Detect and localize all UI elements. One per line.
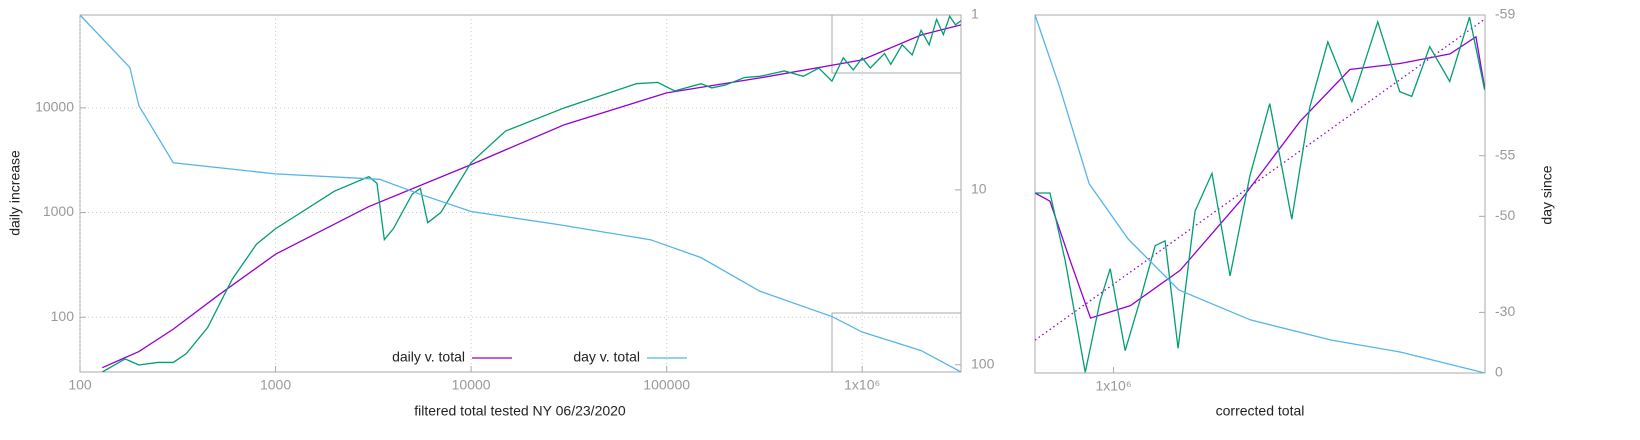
y2-tick-label: 0	[1495, 364, 1503, 380]
plot-area	[1035, 15, 1485, 373]
x-tick-label: 100000	[643, 377, 690, 393]
y2-tick-label: -59	[1495, 6, 1515, 22]
x-tick-label: 10000	[452, 377, 491, 393]
legend-label: daily v. total	[392, 349, 465, 365]
series-line	[102, 24, 961, 369]
x-tick-label: 1x10⁶	[844, 377, 880, 393]
y2-tick-label: -30	[1495, 303, 1515, 319]
y2-tick-label: 10	[971, 181, 987, 197]
series-line	[1035, 35, 1485, 319]
y2-axis-title: day since	[1539, 165, 1555, 224]
x-tick-label: 1x10⁶	[1095, 378, 1131, 394]
panel-zoom: corrected total day since 1x10⁶ -59 -55 -50…	[1034, 6, 1555, 419]
plot-frame	[79, 14, 962, 373]
x-axis-title: filtered total tested NY 06/23/2020	[414, 403, 626, 419]
plot-area	[80, 15, 961, 372]
x-axis-title: corrected total	[1216, 403, 1305, 419]
legend-label: day v. total	[573, 349, 640, 365]
x-tick-label: 1000	[260, 377, 291, 393]
series-line	[1035, 15, 1485, 373]
panel-main: filtered total tested NY 06/23/2020 dail…	[7, 6, 995, 419]
series-line	[1035, 16, 1485, 373]
x-tick-label: 100	[68, 377, 92, 393]
plot-frame	[1034, 14, 1486, 374]
y2-tick-label: 100	[971, 355, 995, 371]
y2-tick-label: -55	[1495, 146, 1515, 162]
y-tick-label: 100	[51, 308, 75, 324]
y2-tick-label: -50	[1495, 207, 1515, 223]
series-line	[101, 15, 961, 372]
y-axis-title: daily increase	[7, 150, 23, 236]
y2-tick-label: 1	[971, 6, 979, 22]
y-tick-label: 1000	[43, 203, 74, 219]
series-line	[80, 15, 961, 372]
y-tick-label: 10000	[35, 99, 74, 115]
zoom-box	[831, 312, 961, 372]
zoom-box	[831, 15, 961, 74]
